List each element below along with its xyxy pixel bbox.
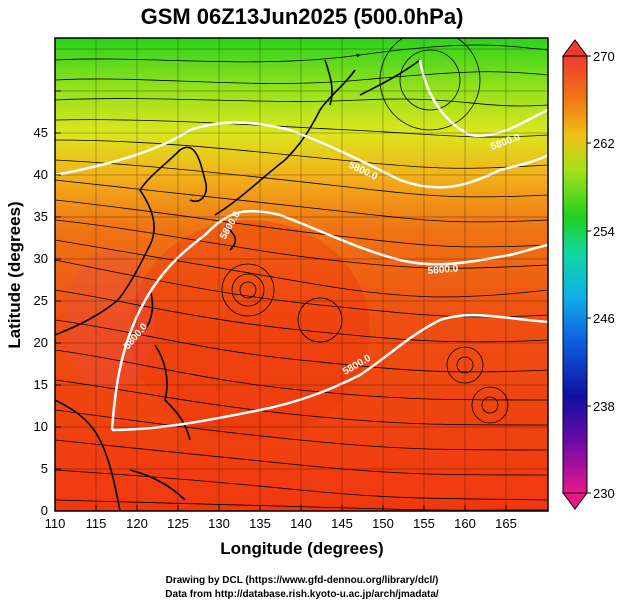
- x-tick-marks: [54, 505, 507, 511]
- y-tick-marks: [55, 90, 61, 512]
- contour-label-subtropical-east: 5800.0: [427, 263, 459, 277]
- y-tick-label: 0: [41, 503, 48, 518]
- y-tick-label: 10: [34, 419, 48, 434]
- x-tick-label: 120: [126, 516, 148, 531]
- contour-5800-south: [111, 313, 548, 432]
- x-axis-title: Longitude (degrees): [220, 539, 383, 558]
- y-tick-labels: 0 5 10 15 20 25 30 35 40 45: [34, 125, 48, 518]
- colorbar-gradient: [562, 55, 588, 494]
- x-tick-label: 155: [413, 516, 435, 531]
- chart-title: GSM 06Z13Jun2025 (500.0hPa): [141, 4, 464, 29]
- coastlines: [55, 59, 421, 511]
- y-tick-label: 20: [34, 335, 48, 350]
- x-tick-label: 145: [331, 516, 353, 531]
- colorbar-bottom-triangle: [562, 492, 588, 510]
- x-tick-label: 135: [249, 516, 271, 531]
- x-tick-label: 110: [45, 516, 66, 531]
- x-tick-label: 165: [495, 516, 517, 531]
- y-tick-label: 5: [41, 461, 48, 476]
- colorbar-tick-label: 246: [593, 311, 615, 326]
- y-axis-title: Latitude (degrees): [5, 201, 24, 348]
- colorbar-tick-label: 230: [593, 486, 615, 501]
- contour-5800-nne: [418, 59, 548, 138]
- colorbar-tick-label: 270: [593, 49, 615, 64]
- credit-drawing: Drawing by DCL (https://www.gfd-dennou.o…: [166, 575, 439, 586]
- colorbar: 270 262 254 246 238 230: [562, 39, 615, 510]
- map-plot: 5800.0 5800.0 5800.0 5800.0 5800.0 5800.…: [55, 38, 548, 511]
- x-tick-label: 130: [208, 516, 230, 531]
- x-tick-label: 150: [372, 516, 394, 531]
- warm-core: [130, 220, 370, 440]
- y-tick-label: 35: [34, 209, 48, 224]
- colorbar-top-triangle: [562, 39, 588, 57]
- x-tick-label: 115: [86, 516, 107, 531]
- x-tick-label: 140: [290, 516, 312, 531]
- y-tick-label: 15: [34, 377, 48, 392]
- contour-5800-subtropical: [110, 209, 548, 431]
- contour-5800-north: [55, 121, 548, 189]
- credit-data: Data from http://database.rish.kyoto-u.a…: [165, 589, 439, 600]
- colorbar-tick-label: 262: [593, 136, 615, 151]
- colorbar-tick-label: 254: [593, 224, 615, 239]
- x-tick-labels: 110 115 120 125 130 135 140 145 150 155 …: [45, 516, 517, 531]
- y-tick-label: 45: [34, 125, 48, 140]
- y-tick-label: 30: [34, 251, 48, 266]
- y-tick-label: 40: [34, 167, 48, 182]
- contours: [55, 59, 548, 432]
- y-tick-label: 25: [34, 293, 48, 308]
- grid-lines: [55, 38, 548, 511]
- x-tick-label: 160: [454, 516, 476, 531]
- x-tick-label: 125: [167, 516, 189, 531]
- colorbar-tick-label: 238: [593, 399, 615, 414]
